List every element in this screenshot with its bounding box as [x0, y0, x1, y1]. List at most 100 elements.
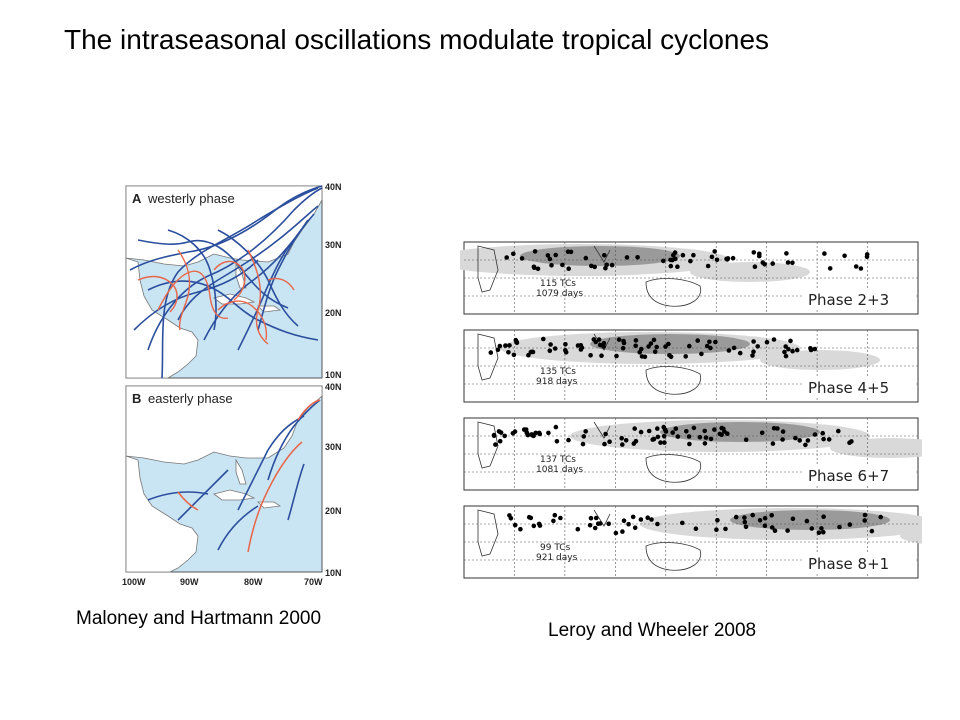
tc-dot [597, 342, 603, 348]
tc-dot [623, 438, 629, 443]
tc-dot [626, 521, 631, 527]
tc-dot [751, 349, 756, 354]
tc-dot [655, 434, 661, 440]
tc-dot [820, 430, 825, 436]
tc-dot [670, 430, 675, 435]
tc-dot [588, 515, 594, 521]
tc-dot [709, 254, 715, 260]
lat-label: 40N [325, 382, 342, 392]
tc-dot [714, 257, 720, 263]
tc-dot [803, 442, 808, 448]
lon-label: 100W [122, 577, 146, 586]
tc-dot [632, 426, 637, 431]
tc-dot [780, 437, 785, 442]
tc-dot [699, 351, 704, 357]
tc-dot [646, 428, 652, 434]
tc-dot [580, 441, 586, 447]
tc-dot [661, 258, 666, 264]
tc-dot [715, 518, 720, 523]
tc-dot [621, 340, 627, 346]
tc-dot [812, 346, 818, 352]
tc-dot [511, 352, 517, 358]
tc-dot [648, 341, 654, 346]
tc-dot [553, 424, 559, 430]
phase-days: 921 days [536, 553, 578, 563]
tc-dot [688, 258, 693, 264]
tc-dot [722, 429, 727, 434]
tc-dot [714, 527, 719, 532]
tc-dot [531, 523, 537, 529]
tc-dot [702, 428, 707, 434]
tc-dot [702, 441, 708, 446]
tc-dot [620, 442, 625, 447]
tc-dot [759, 430, 765, 436]
tc-dot [683, 354, 688, 359]
phase-tc-count: 137 TCs [540, 455, 576, 465]
tc-dot [757, 518, 763, 523]
tc-dot [668, 354, 674, 360]
tc-dot [633, 343, 638, 349]
tc-dot [712, 427, 717, 432]
tc-dot [788, 338, 793, 344]
tc-dot [558, 515, 563, 521]
tc-dot [821, 436, 826, 442]
tc-dot [512, 429, 518, 434]
tc-dot [578, 347, 584, 352]
tc-dot [764, 339, 770, 345]
tc-dot [616, 337, 622, 342]
tc-dot [563, 348, 568, 353]
tc-dot [697, 434, 703, 440]
tc-dot [708, 436, 714, 442]
tc-dot [837, 524, 842, 530]
tc-dot [786, 346, 791, 352]
tc-dot [621, 518, 627, 523]
tc-dot [518, 526, 523, 532]
tc-dot [536, 430, 542, 436]
tc-dot [668, 263, 674, 269]
panel-b-label: easterly phase [148, 391, 233, 406]
tc-dot [790, 516, 796, 522]
tc-dot [488, 350, 494, 355]
tc-dot [862, 518, 867, 523]
tc-dot [842, 253, 847, 259]
tc-dot [602, 441, 607, 447]
tc-dot [650, 437, 655, 442]
tc-dot [503, 343, 508, 348]
tc-dot [687, 441, 692, 447]
tc-dot [816, 530, 822, 535]
tc-dot [566, 437, 571, 443]
phase-days: 1079 days [536, 289, 583, 299]
tc-dot [619, 436, 624, 441]
tc-dot [680, 252, 686, 258]
tc-dot [822, 251, 827, 256]
tc-dot [769, 525, 775, 530]
tc-dot [693, 526, 699, 531]
tc-dot [581, 434, 587, 439]
tc-dot [632, 525, 638, 530]
tc-dot [596, 337, 602, 342]
tc-dot [658, 440, 663, 445]
tc-dot [762, 515, 768, 521]
tc-dot [836, 428, 841, 434]
tc-dot [607, 439, 612, 444]
tc-dot [733, 514, 739, 520]
tc-dot [511, 251, 516, 257]
tc-dot [554, 439, 560, 444]
tc-dot [566, 266, 571, 271]
tc-dot [603, 431, 608, 437]
tc-dot [532, 249, 538, 254]
tc-dot [821, 514, 826, 519]
tc-dot [529, 432, 535, 438]
tc-dot [726, 348, 732, 353]
tc-dot [705, 263, 711, 269]
tc-dot [784, 251, 789, 256]
tc-dot [545, 253, 551, 258]
tc-dot [675, 264, 680, 269]
tc-dot [730, 255, 736, 261]
tc-dot [589, 263, 594, 269]
tc-dot [537, 523, 543, 528]
tc-dot [491, 432, 497, 438]
tc-dot [565, 249, 571, 254]
tc-dot [535, 266, 541, 272]
